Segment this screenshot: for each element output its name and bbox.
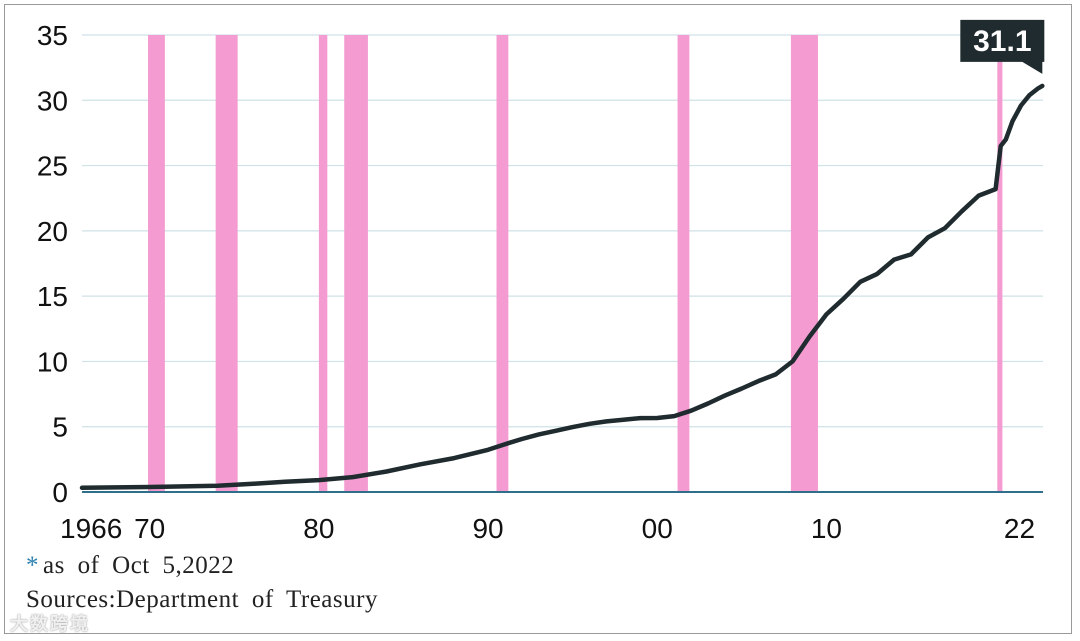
recession-band-7 (790, 35, 818, 492)
value-callout-label: 31.1 (973, 25, 1031, 58)
value-callout-box (960, 19, 1045, 74)
x-tick-label-70: 70 (134, 513, 165, 544)
watermark-logo: 大数跨境 (10, 614, 90, 634)
x-tick-label-10: 10 (811, 513, 842, 544)
y-tick-label-0: 0 (52, 477, 68, 508)
y-tick-label-25: 25 (37, 151, 68, 182)
debt-series-line (79, 83, 1045, 491)
as-of-text: as of Oct 5,2022 (43, 552, 235, 579)
as-of-footnote: * as of Oct 5,2022 (26, 552, 234, 580)
asterisk-mark: * (26, 552, 39, 579)
y-tick-label-15: 15 (37, 281, 68, 312)
recession-band-4 (344, 35, 368, 492)
x-tick-label-22: 22 (1004, 513, 1035, 544)
x-tick-label-90: 90 (472, 513, 503, 544)
y-tick-label-35: 35 (37, 20, 68, 51)
recession-band-6 (677, 35, 690, 492)
recession-band-3 (318, 35, 328, 492)
recession-band-2 (215, 35, 238, 492)
x-tick-label-80: 80 (303, 513, 334, 544)
recession-band-1 (147, 35, 165, 492)
recession-band-5 (496, 35, 509, 492)
y-tick-label-5: 5 (52, 412, 68, 443)
x-tick-label-00: 00 (642, 513, 673, 544)
recession-band-8 (997, 35, 1003, 492)
chart-frame (4, 4, 1072, 634)
y-tick-label-10: 10 (37, 346, 68, 377)
sources-footnote: Sources:Department of Treasury (26, 586, 378, 613)
y-tick-label-20: 20 (37, 216, 68, 247)
y-tick-label-30: 30 (37, 85, 68, 116)
x-tick-label-1966: 1966 (60, 513, 122, 544)
